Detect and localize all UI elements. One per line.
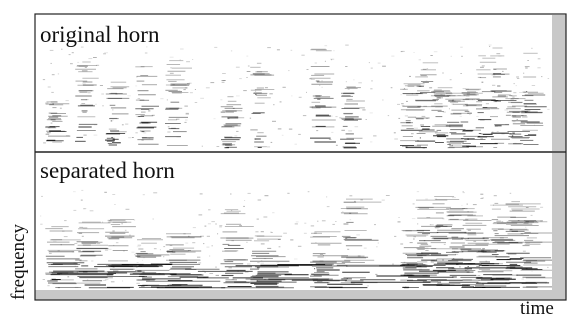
- x-axis-label: time: [520, 298, 554, 317]
- time-strip: [35, 290, 566, 300]
- freq-strip: [552, 15, 566, 151]
- figure: original horn separated horn frequency t…: [0, 0, 581, 317]
- panel-label: original horn: [40, 22, 160, 47]
- y-axis-label: frequency: [8, 224, 29, 300]
- freq-strip: [552, 153, 566, 290]
- panel-label: separated horn: [40, 158, 175, 183]
